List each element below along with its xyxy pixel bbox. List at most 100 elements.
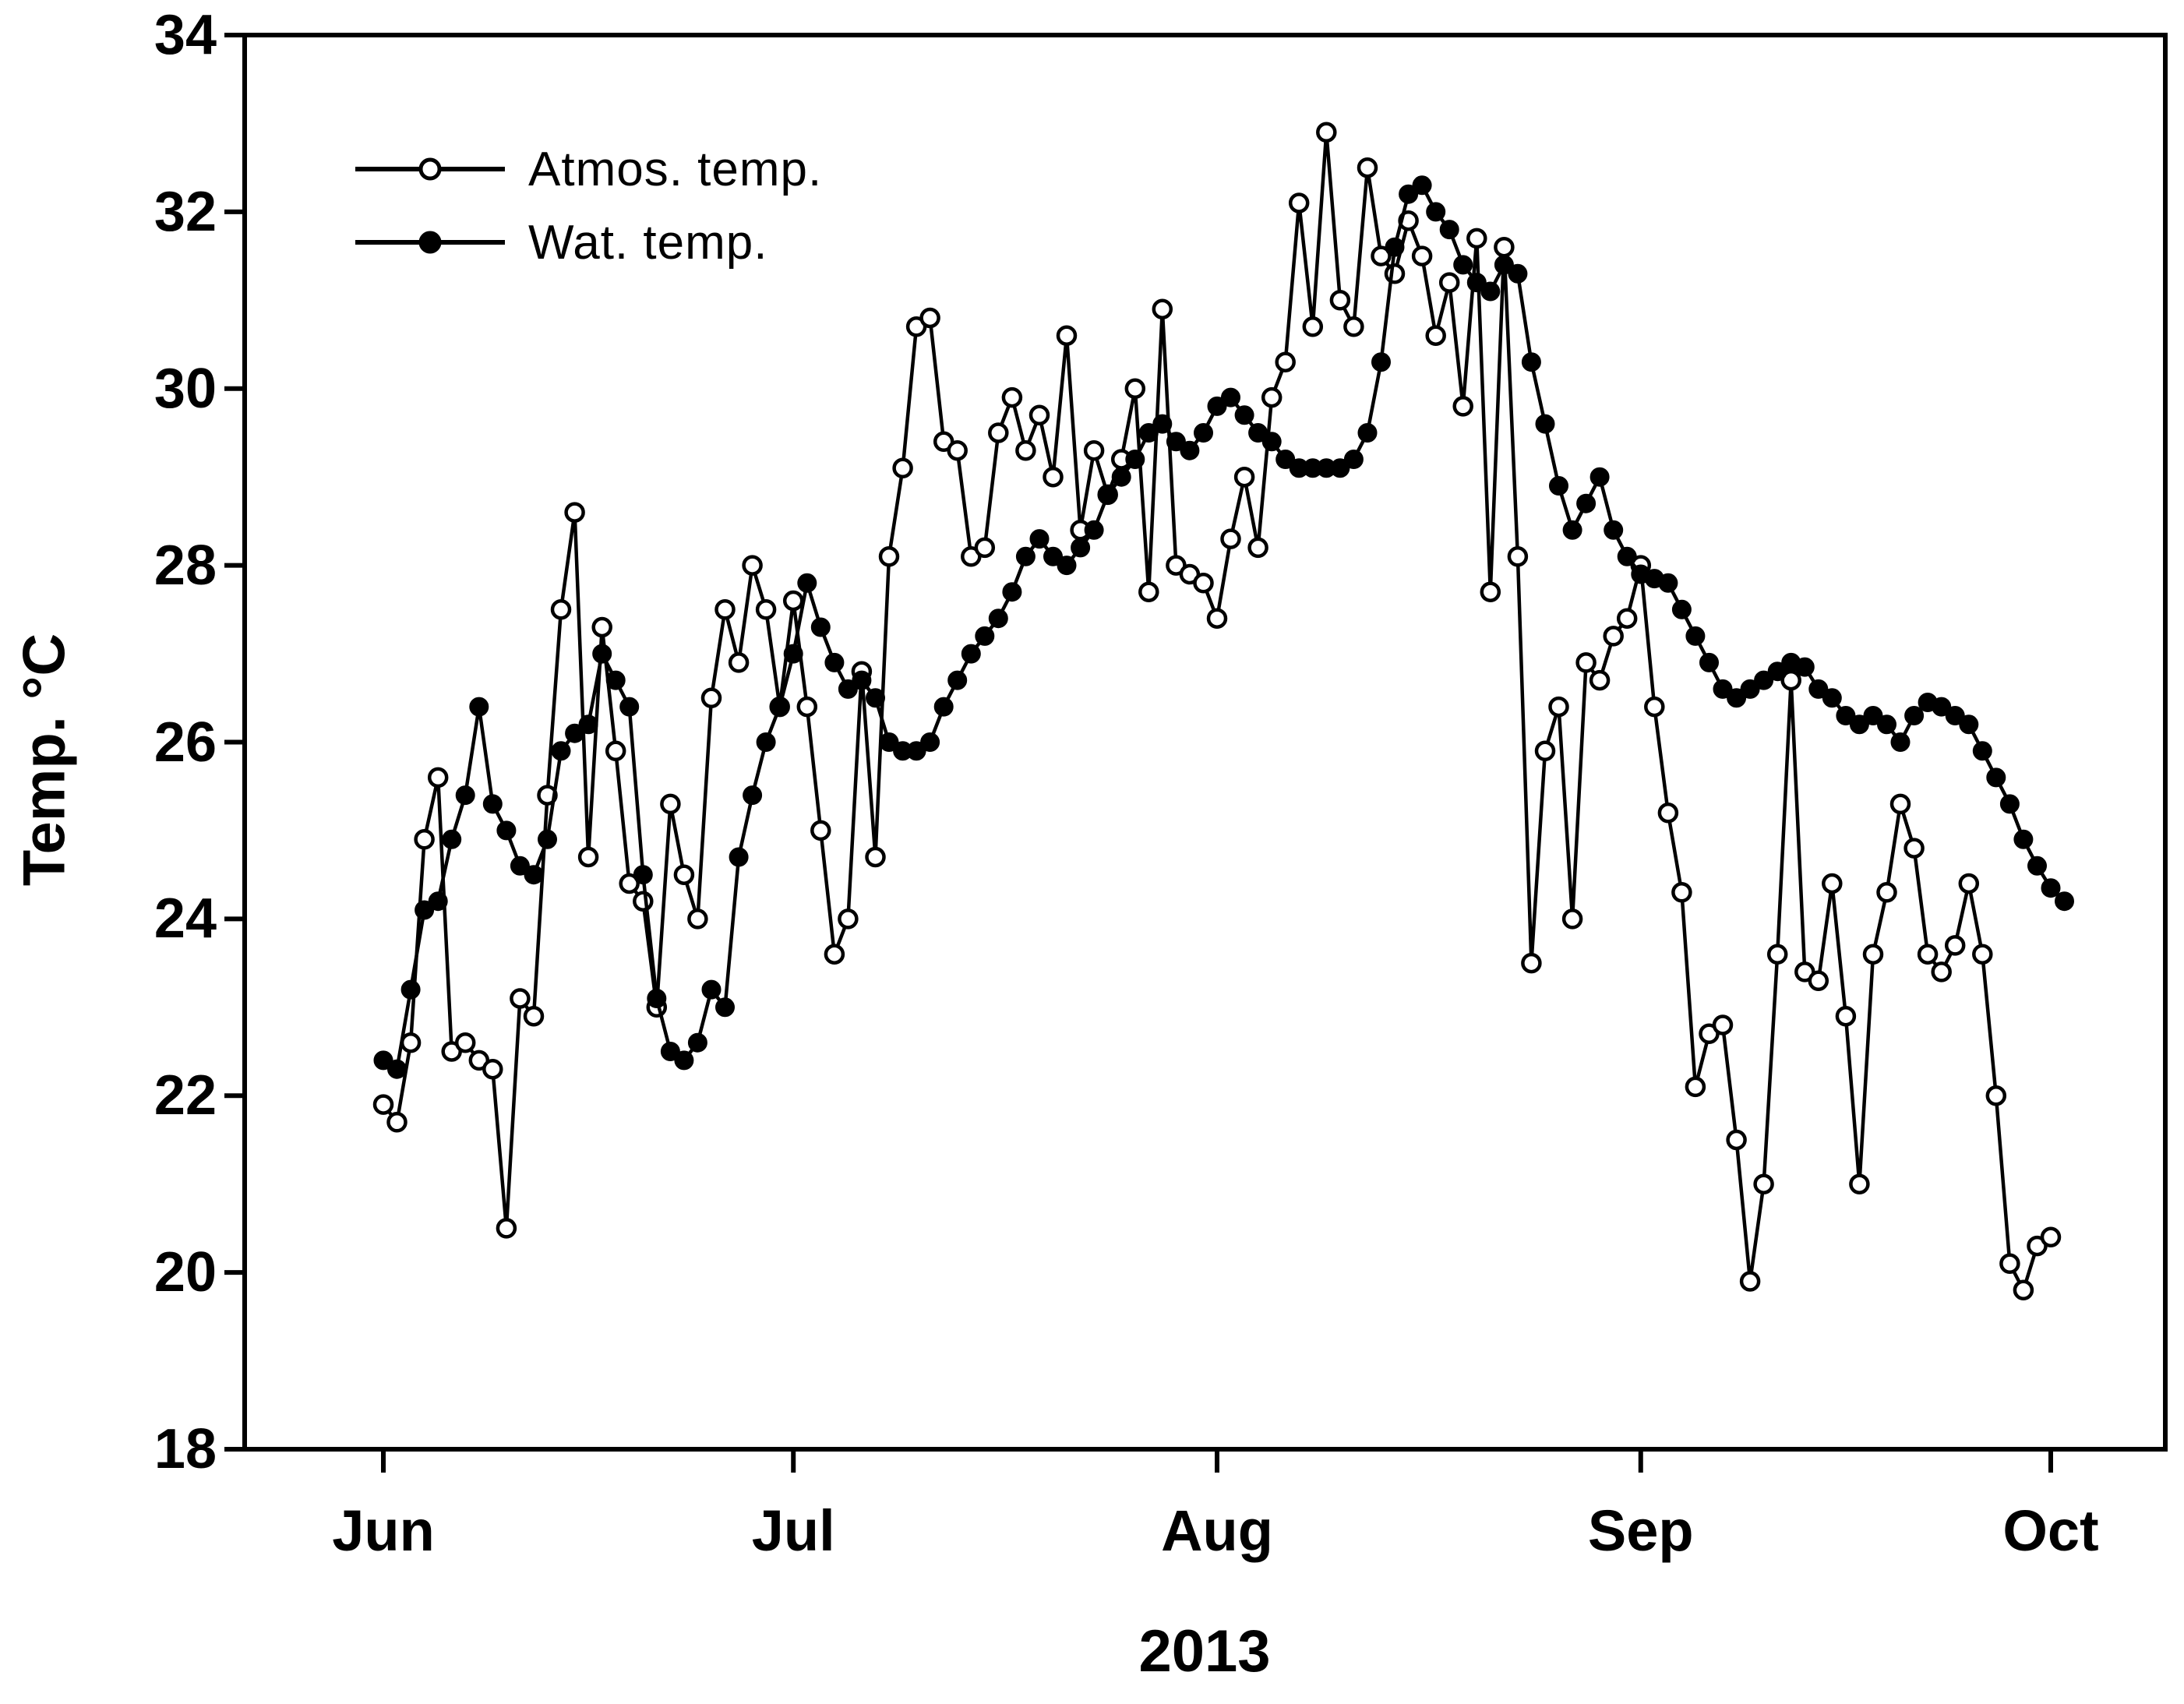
data-point-filled-circle — [1972, 741, 1992, 761]
data-point-filled-circle — [838, 679, 858, 699]
data-point-filled-circle — [1453, 255, 1473, 275]
data-point-open-circle — [523, 1005, 545, 1027]
data-point-open-circle — [1944, 935, 1966, 956]
data-point-filled-circle — [1740, 679, 1760, 699]
data-point-filled-circle — [1794, 657, 1815, 677]
data-point-filled-circle — [578, 714, 598, 735]
x-axis-title-year: 2013 — [1138, 1618, 1271, 1685]
data-point-filled-circle — [1029, 529, 1050, 549]
data-point-open-circle — [1521, 952, 1542, 974]
data-point-open-circle — [1603, 626, 1624, 647]
data-point-filled-circle — [1767, 661, 1787, 682]
data-point-open-circle — [1534, 740, 1556, 762]
data-point-open-circle — [1494, 236, 1515, 258]
data-point-filled-circle — [1877, 714, 1896, 735]
data-point-open-circle — [1371, 245, 1392, 266]
data-point-open-circle — [1972, 944, 1993, 965]
data-point-filled-circle — [496, 820, 517, 841]
data-point-filled-circle — [1671, 599, 1692, 619]
data-point-open-circle — [1343, 316, 1364, 337]
data-point-filled-circle — [1043, 546, 1063, 566]
data-point-open-circle — [1904, 838, 1925, 859]
data-point-open-circle — [974, 537, 996, 559]
data-point-filled-circle — [1932, 697, 1952, 717]
data-point-open-circle — [919, 307, 940, 329]
data-point-open-circle — [1043, 466, 1064, 488]
data-point-filled-circle — [1466, 273, 1487, 293]
data-point-filled-circle — [852, 670, 872, 690]
x-tick-label-aug: Aug — [1161, 1498, 1273, 1563]
data-point-open-circle — [1985, 1085, 2007, 1106]
data-point-filled-circle — [415, 900, 435, 920]
data-point-open-circle — [796, 696, 818, 718]
data-point-open-circle — [1083, 439, 1105, 461]
data-point-filled-circle — [1945, 706, 1965, 725]
data-point-filled-circle — [1098, 485, 1118, 505]
x-tick-label-oct: Oct — [2002, 1498, 2099, 1563]
data-point-filled-circle — [1713, 679, 1733, 699]
data-point-filled-circle — [1890, 732, 1911, 752]
data-point-open-circle — [673, 864, 695, 885]
data-point-filled-circle — [1234, 405, 1254, 425]
data-point-filled-circle — [1699, 652, 1719, 672]
data-point-filled-circle — [1248, 423, 1268, 443]
data-point-filled-circle — [1999, 794, 2020, 814]
data-point-filled-circle — [988, 609, 1008, 629]
data-point-filled-circle — [1426, 202, 1446, 222]
data-point-filled-circle — [633, 865, 653, 885]
data-point-filled-circle — [1057, 556, 1077, 576]
data-point-open-circle — [700, 687, 722, 709]
data-point-filled-circle — [1535, 414, 1555, 434]
y-tick-label: 30 — [153, 357, 217, 420]
data-point-open-circle — [1849, 1173, 1870, 1194]
data-point-filled-circle — [866, 688, 885, 708]
data-point-filled-circle — [1221, 387, 1240, 407]
data-point-filled-circle — [1604, 520, 1624, 540]
data-point-open-circle — [865, 846, 886, 868]
data-point-open-circle — [2013, 1279, 2034, 1301]
y-tick-label: 24 — [153, 887, 217, 951]
data-point-open-circle — [427, 767, 449, 788]
data-point-filled-circle — [1904, 706, 1925, 725]
data-point-open-circle — [1753, 1173, 1774, 1194]
data-point-open-circle — [1275, 351, 1296, 372]
data-point-filled-circle — [1521, 352, 1541, 372]
x-tick-label-jun: Jun — [332, 1498, 435, 1563]
data-point-open-circle — [1616, 608, 1638, 629]
data-point-open-circle — [619, 873, 640, 894]
legend-marker-open-circle-icon — [355, 157, 505, 181]
data-point-filled-circle — [2013, 829, 2034, 849]
data-point-filled-circle — [1808, 679, 1829, 699]
data-point-open-circle — [1808, 970, 1829, 992]
data-point-filled-circle — [510, 856, 530, 876]
data-point-filled-circle — [1261, 432, 1282, 452]
data-point-filled-circle — [592, 644, 612, 664]
data-point-filled-circle — [920, 732, 940, 752]
data-point-filled-circle — [482, 794, 503, 814]
data-point-filled-circle — [2027, 856, 2047, 876]
data-point-open-circle — [1329, 290, 1351, 311]
data-point-filled-circle — [879, 732, 899, 752]
legend: Atmos. temp. Wat. temp. — [352, 139, 822, 273]
data-point-open-circle — [892, 457, 913, 479]
data-point-open-circle — [1233, 466, 1255, 488]
data-point-filled-circle — [1754, 670, 1774, 690]
data-point-filled-circle — [810, 617, 831, 637]
data-point-filled-circle — [1576, 493, 1597, 513]
legend-item-wat-temp: Wat. temp. — [352, 212, 822, 273]
data-point-open-circle — [633, 891, 654, 912]
data-point-open-circle — [1589, 669, 1611, 691]
data-point-filled-circle — [729, 847, 749, 867]
data-point-open-circle — [605, 740, 626, 762]
data-point-filled-circle — [933, 697, 954, 717]
data-point-filled-circle — [469, 697, 489, 717]
y-tick-label: 28 — [153, 534, 217, 597]
data-point-filled-circle — [701, 979, 722, 1000]
data-point-open-circle — [454, 1032, 476, 1053]
data-point-open-circle — [1015, 439, 1036, 461]
data-point-filled-circle — [1849, 714, 1869, 735]
x-tick-label-sep: Sep — [1587, 1498, 1694, 1563]
data-point-open-circle — [1384, 263, 1406, 284]
data-point-open-circle — [1138, 581, 1159, 602]
